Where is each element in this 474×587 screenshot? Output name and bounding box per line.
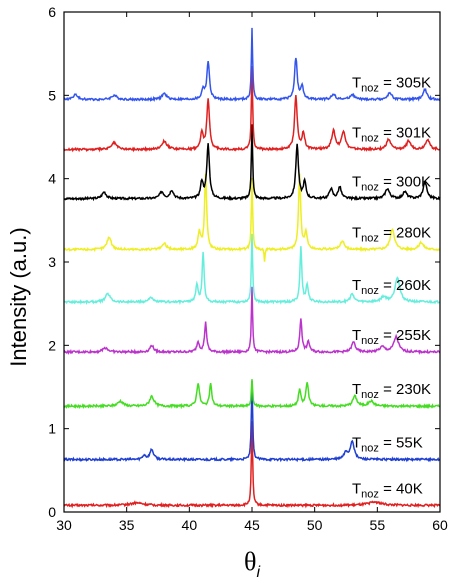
x-axis-title: θi — [244, 547, 260, 581]
series-line — [63, 379, 441, 410]
series-line — [63, 66, 441, 153]
series-line — [63, 233, 441, 306]
series-line — [63, 421, 441, 509]
x-tick-label: 45 — [244, 517, 260, 533]
x-tick-label: 60 — [432, 517, 448, 533]
series-label: Tnoz = 280K — [352, 225, 431, 245]
y-tick-label: 0 — [48, 504, 56, 520]
series-label: Tnoz = 255K — [352, 327, 431, 347]
y-tick-label: 6 — [48, 4, 56, 20]
x-tick-label: 55 — [370, 517, 386, 533]
series-labels: Tnoz = 40K Tnoz = 55K Tnoz = 230K Tnoz = 25… — [352, 75, 431, 501]
y-tick-label: 3 — [48, 254, 56, 270]
x-axis-title-sub: i — [256, 564, 260, 581]
x-axis-title-main: θ — [244, 547, 256, 576]
y-tick-label: 5 — [48, 87, 56, 103]
series-label: Tnoz = 301K — [352, 125, 431, 145]
y-axis-title: Intensity (a.u.) — [6, 227, 31, 366]
y-tick-label: 1 — [48, 421, 56, 437]
series-label: Tnoz = 300K — [352, 174, 431, 194]
series-label: Tnoz = 305K — [352, 75, 431, 95]
x-tick-label: 35 — [119, 517, 135, 533]
x-tick-label: 30 — [56, 517, 72, 533]
y-tick-label: 2 — [48, 337, 56, 353]
series-label: Tnoz = 230K — [352, 381, 431, 401]
series-line — [63, 27, 441, 103]
series-line — [63, 124, 441, 202]
series-label: Tnoz = 260K — [352, 277, 431, 297]
x-tick-label: 50 — [307, 517, 323, 533]
x-tick-label: 40 — [182, 517, 198, 533]
series-line — [63, 286, 441, 356]
series-label: Tnoz = 40K — [352, 480, 423, 500]
series-label: Tnoz = 55K — [352, 435, 423, 455]
series-line — [63, 173, 441, 262]
series-layer — [63, 27, 441, 509]
y-tick-label: 4 — [48, 171, 56, 187]
